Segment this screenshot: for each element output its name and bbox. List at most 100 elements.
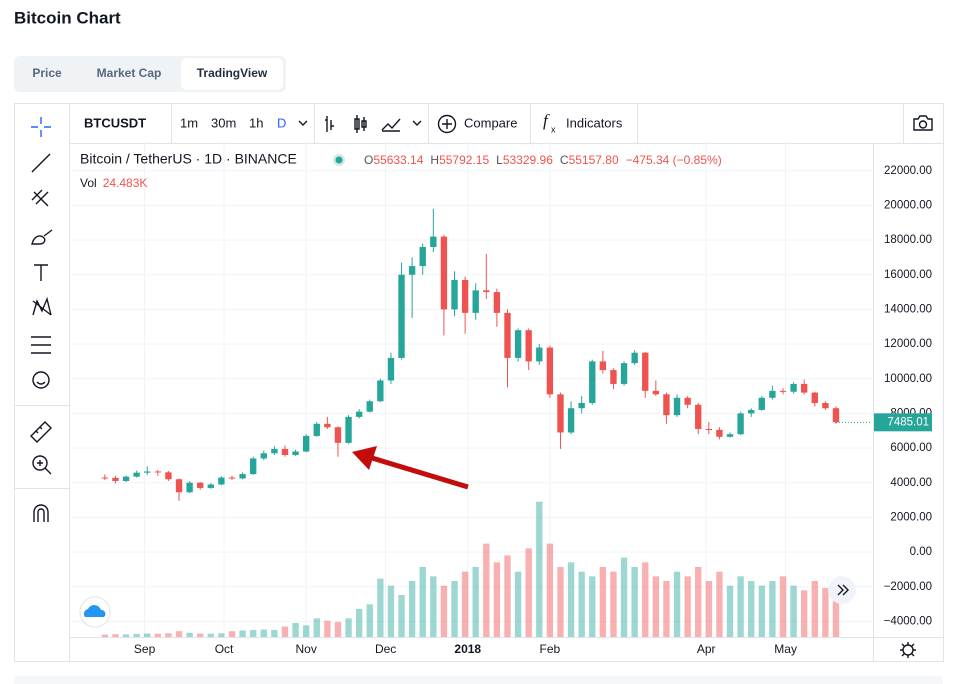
candle-body — [281, 448, 289, 455]
volume-bar — [779, 576, 787, 637]
bars-icon[interactable] — [325, 116, 334, 132]
y-tick-label: 20000.00 — [884, 199, 932, 211]
area-icon[interactable] — [381, 118, 401, 132]
interval[interactable]: 30m — [211, 115, 236, 130]
tab[interactable]: Price — [32, 66, 62, 80]
candle-body — [758, 397, 765, 410]
volume-bar — [292, 623, 299, 637]
ohlc-value: 53329.96 — [503, 153, 553, 167]
volume-bar — [144, 633, 151, 637]
candle-body — [207, 484, 214, 488]
volume-legend: Vol 24.483K — [80, 176, 147, 190]
emoji-tool[interactable] — [32, 371, 50, 389]
volume-bar — [239, 630, 246, 637]
brush-tool[interactable] — [31, 229, 53, 245]
volume-bar — [642, 562, 649, 637]
candle-body — [705, 429, 712, 430]
volume-bar — [419, 567, 426, 637]
compare-icon[interactable] — [437, 114, 457, 134]
x-tick-label: Nov — [296, 642, 317, 656]
arrow-head — [352, 446, 377, 470]
candle-body — [271, 448, 278, 454]
trend-line-tool[interactable] — [31, 153, 51, 173]
candle-body — [133, 472, 140, 477]
candle-body — [822, 403, 829, 409]
ohlc-label: L — [496, 153, 503, 167]
candle-body — [260, 453, 267, 459]
volume-bar — [408, 581, 416, 637]
pattern-tool[interactable] — [32, 296, 52, 316]
candle-body — [250, 458, 257, 475]
candles-icon[interactable] — [354, 115, 367, 133]
volume-bar — [483, 543, 490, 637]
candle-body — [557, 394, 564, 433]
candle-body — [101, 477, 109, 479]
compare-icon — [442, 119, 452, 129]
candle-body — [684, 397, 691, 405]
interval-menu[interactable] — [298, 120, 308, 126]
volume-bar — [387, 585, 395, 637]
last-price-label: 7485.01 — [887, 416, 929, 428]
candle-body — [292, 451, 299, 455]
volume-bar — [122, 634, 130, 637]
prediction-tool[interactable] — [31, 336, 51, 354]
candle-body — [652, 390, 660, 395]
crosshair-tool[interactable] — [31, 117, 51, 137]
y-tick-label: 14000.00 — [884, 303, 932, 315]
candle-body — [461, 279, 469, 313]
volume-bar — [207, 633, 214, 637]
y-tick-label: 6000.00 — [890, 442, 932, 454]
volume-bar — [472, 567, 479, 637]
tab[interactable]: Market Cap — [97, 66, 162, 80]
volume-bar — [165, 633, 172, 637]
candle-body — [695, 404, 702, 429]
interval[interactable]: D — [277, 115, 286, 130]
volume-bar — [302, 625, 310, 637]
volume-bar — [133, 633, 140, 637]
volume-bar — [324, 620, 331, 637]
y-tick-label: 4000.00 — [890, 477, 932, 489]
volume-bar — [695, 567, 702, 637]
volume-bar — [112, 634, 119, 637]
magnet-tool[interactable] — [33, 504, 49, 522]
snapshot-icon[interactable] — [913, 115, 933, 131]
volume-bar — [461, 571, 469, 637]
compare-button[interactable]: Compare — [464, 115, 517, 130]
candle-body — [228, 477, 236, 479]
volume-bar — [832, 595, 840, 637]
x-tick-label: 2018 — [454, 642, 481, 656]
tab[interactable]: TradingView — [197, 66, 268, 80]
volume-bar — [101, 634, 109, 637]
scroll-button[interactable] — [828, 576, 856, 604]
volume-bar — [589, 576, 596, 637]
volume-bar — [334, 621, 342, 637]
volume-bar — [504, 555, 511, 637]
ohlc-label: O — [364, 153, 373, 167]
volume-bar — [758, 585, 765, 637]
symbol[interactable]: BTCUSDT — [84, 115, 146, 130]
x-tick-label: May — [774, 642, 797, 656]
measure-tool[interactable] — [30, 421, 52, 443]
candle-body — [430, 236, 437, 247]
candle-body — [716, 429, 723, 437]
interval[interactable]: 1m — [180, 115, 198, 130]
volume-bar — [398, 595, 405, 637]
zoom-tool[interactable] — [32, 455, 48, 471]
indicators-button[interactable]: Indicators — [566, 115, 623, 130]
candle-body — [144, 471, 151, 473]
text-tool[interactable] — [34, 264, 48, 281]
left-toolbar — [15, 117, 69, 522]
volume-bar — [567, 562, 575, 637]
style-menu[interactable] — [412, 120, 422, 126]
settings-icon — [900, 642, 916, 658]
ohlc-legend: O55633.14 H55792.15 L53329.96 C55157.80 −475… — [364, 153, 722, 167]
fib-tool[interactable] — [31, 189, 49, 207]
candle-body — [589, 361, 596, 403]
interval[interactable]: 1h — [249, 115, 263, 130]
volume-bar — [705, 581, 712, 637]
top-toolbar: BTCUSDT 1m 30m 1h D Compare f x Indicators — [84, 104, 933, 143]
candle-body — [801, 383, 808, 393]
fx-icon[interactable]: f — [543, 111, 550, 130]
volume-bar — [801, 590, 808, 637]
